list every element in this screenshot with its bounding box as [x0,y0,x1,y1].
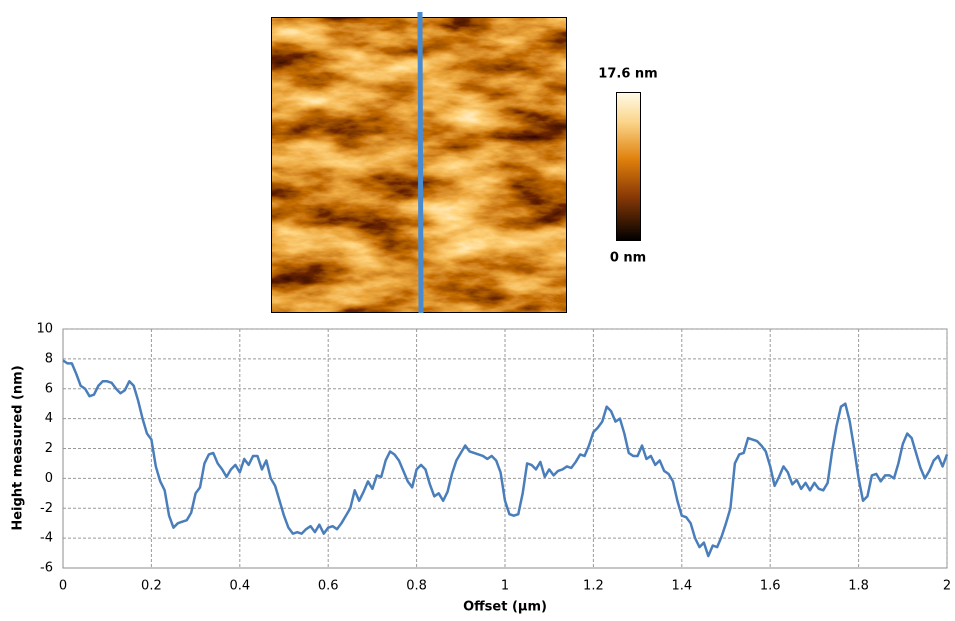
x-tick-label: 2 [943,579,951,594]
x-tick-label: 0 [59,579,67,594]
y-tick-label: 2 [45,441,53,456]
y-tick-label: 8 [45,351,53,366]
y-tick-label: 4 [45,411,53,426]
y-axis-title: Height measured (nm) [11,365,26,530]
y-tick-label: -2 [40,501,53,516]
colorbar-min-label: 0 nm [610,251,646,266]
data-line [62,359,949,558]
colorbar-max-label: 17.6 nm [598,67,657,82]
y-tick-label: 0 [45,471,53,486]
x-tick-label: 0.8 [406,579,427,594]
x-tick-label: 1.8 [848,579,869,594]
colorbar [616,92,641,241]
y-tick-label: 10 [36,322,53,337]
y-tick-label: -6 [40,561,53,576]
x-tick-label: 0.6 [318,579,339,594]
y-tick-label: -4 [40,531,53,546]
x-tick-label: 0.4 [229,579,250,594]
x-tick-label: 1.6 [760,579,781,594]
profile-line [417,11,424,314]
x-tick-label: 0.2 [141,579,162,594]
x-axis-title: Offset (µm) [463,600,547,615]
y-tick-label: 6 [45,381,53,396]
x-tick-label: 1 [501,579,509,594]
x-tick-label: 1.4 [671,579,692,594]
x-tick-label: 1.2 [583,579,604,594]
